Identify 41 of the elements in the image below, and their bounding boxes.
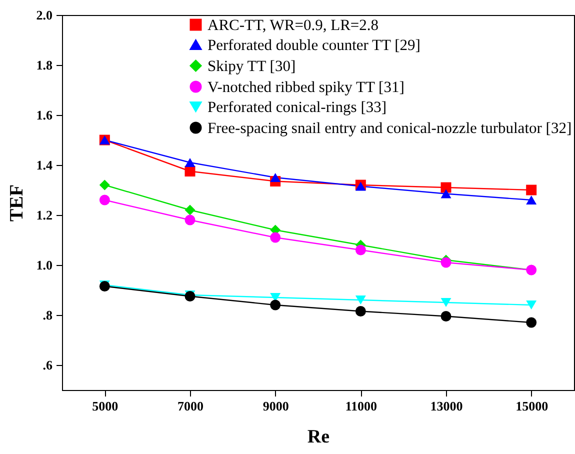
x-tick-label: 11000 xyxy=(345,398,378,414)
point xyxy=(526,300,537,310)
point xyxy=(99,194,110,206)
point xyxy=(99,180,110,190)
legend-label: ARC-TT, WR=0.9, LR=2.8 xyxy=(208,16,379,34)
point xyxy=(355,295,366,305)
point xyxy=(526,195,537,205)
x-axis-title: Re xyxy=(307,426,330,448)
point xyxy=(184,214,196,226)
x-tick-label: 7000 xyxy=(178,398,204,414)
legend-label: Skipy TT [30] xyxy=(208,58,296,75)
y-tick-label: 1.0 xyxy=(36,258,52,272)
x-tick-label: 15000 xyxy=(516,398,548,414)
y-axis-title: TEF xyxy=(6,184,28,222)
x-tick-label: 9000 xyxy=(262,398,289,414)
point xyxy=(184,204,196,216)
y-tick-label: .6 xyxy=(42,358,53,372)
y-tick-label: 1.8 xyxy=(36,58,53,72)
point xyxy=(440,311,452,322)
x-tick-label: 13000 xyxy=(430,398,463,414)
point xyxy=(270,172,281,182)
legend-label: Perforated conical-rings [33] xyxy=(208,98,387,116)
point xyxy=(526,317,537,328)
y-tick-label: 2.0 xyxy=(36,8,52,22)
legend-label: Free-spacing snail entry and conical-nozzle turbulator [32] xyxy=(208,120,572,137)
y-tick-label: 1.4 xyxy=(36,158,53,172)
x-tick-label: 5000 xyxy=(92,398,118,414)
point xyxy=(355,244,366,256)
point xyxy=(355,306,366,316)
point xyxy=(270,232,281,243)
legend-label: V-notched ribbed spiky TT [31] xyxy=(208,78,404,96)
point xyxy=(440,257,452,268)
y-tick-label: .8 xyxy=(42,308,53,322)
legend-label: Perforated double counter TT [29] xyxy=(208,36,420,54)
point xyxy=(526,184,537,196)
y-tick-label: 1.6 xyxy=(36,108,53,122)
point xyxy=(270,300,281,310)
point xyxy=(440,189,452,198)
y-tick-label: 1.2 xyxy=(36,208,52,222)
point xyxy=(440,298,452,308)
point xyxy=(184,158,196,168)
